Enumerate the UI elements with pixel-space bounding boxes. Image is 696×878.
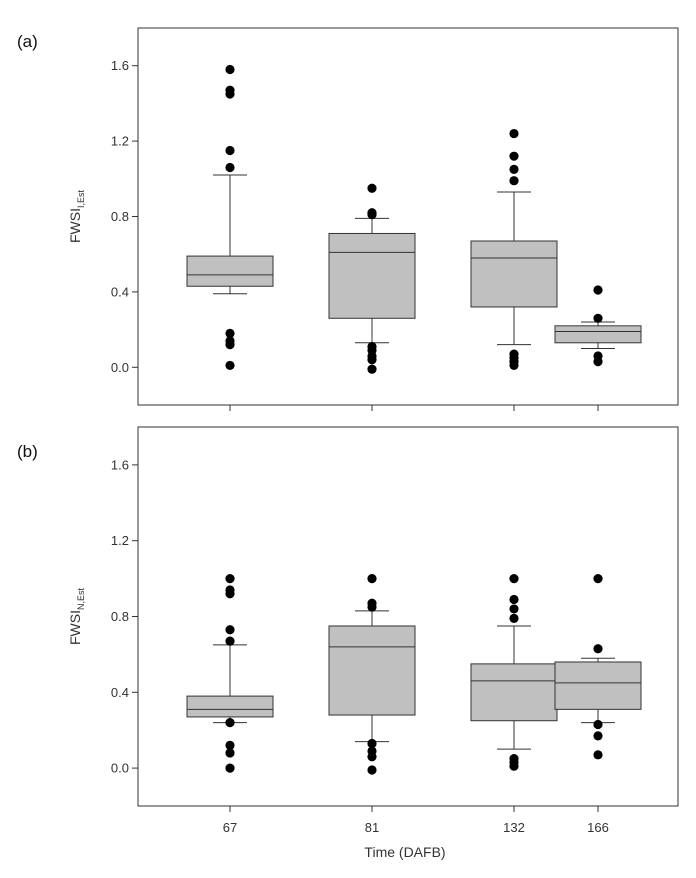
outlier-point bbox=[367, 574, 377, 584]
outlier-point bbox=[593, 644, 603, 654]
outlier-point bbox=[509, 754, 519, 764]
box-132 bbox=[470, 128, 558, 371]
y-tick-label: 0.0 bbox=[111, 761, 129, 776]
box-166 bbox=[554, 285, 642, 367]
outlier-point bbox=[225, 763, 235, 773]
outlier-point bbox=[225, 328, 235, 338]
outlier-point bbox=[225, 585, 235, 595]
outlier-point bbox=[509, 574, 519, 584]
y-axis-title-main: FWSI bbox=[67, 610, 83, 645]
box-iqr bbox=[328, 625, 416, 716]
outlier-point bbox=[593, 731, 603, 741]
y-tick-label: 1.2 bbox=[111, 533, 129, 548]
y-tick-label: 0.8 bbox=[111, 209, 129, 224]
panel-a: (a) 0.0 0.4 0.8 1.2 1.6 FWSII,Est bbox=[17, 27, 679, 411]
box-iqr bbox=[470, 240, 558, 308]
outlier-point bbox=[225, 718, 235, 728]
outlier-point bbox=[225, 145, 235, 156]
outlier-point bbox=[509, 164, 519, 174]
x-axis-title: Time (DAFB) bbox=[364, 844, 445, 860]
outlier-point bbox=[593, 285, 603, 295]
box-81 bbox=[328, 183, 416, 374]
y-tick-label: 1.6 bbox=[111, 457, 129, 472]
outlier-point bbox=[225, 574, 235, 584]
y-axis-title-subscript: N,Est bbox=[76, 588, 86, 611]
outlier-point bbox=[367, 598, 377, 608]
y-axis-title-subscript: I,Est bbox=[76, 190, 86, 209]
y-axis-title: FWSIN,Est bbox=[67, 588, 86, 646]
plot-frame bbox=[137, 426, 679, 807]
x-tick-label: 67 bbox=[223, 820, 237, 835]
outlier-point bbox=[593, 313, 603, 323]
box-81 bbox=[328, 574, 416, 775]
outlier-point bbox=[593, 750, 603, 760]
x-tick-label: 132 bbox=[503, 820, 525, 835]
outlier-point bbox=[367, 208, 377, 218]
y-axis-title-main: FWSI bbox=[67, 208, 83, 243]
y-tick-label: 1.2 bbox=[111, 134, 129, 149]
outlier-point bbox=[593, 574, 603, 584]
outlier-point bbox=[225, 336, 235, 346]
y-tick-label: 0.4 bbox=[111, 284, 129, 299]
outlier-point bbox=[593, 351, 603, 361]
outlier-point bbox=[509, 594, 519, 605]
outlier-point bbox=[225, 85, 235, 95]
outlier-point bbox=[225, 740, 235, 750]
box-iqr bbox=[186, 255, 274, 287]
box-iqr bbox=[470, 663, 558, 722]
outlier-point bbox=[367, 765, 377, 775]
outlier-point bbox=[509, 604, 519, 614]
box-166 bbox=[554, 574, 642, 760]
y-tick-label: 0.8 bbox=[111, 609, 129, 624]
y-tick-label: 1.6 bbox=[111, 58, 129, 73]
outlier-point bbox=[509, 151, 519, 161]
outlier-point bbox=[509, 613, 519, 623]
panel-label: (b) bbox=[17, 442, 38, 461]
x-tick-label: 81 bbox=[365, 820, 379, 835]
outlier-point bbox=[367, 341, 377, 352]
box-iqr bbox=[328, 232, 416, 319]
outlier-point bbox=[225, 625, 235, 635]
outlier-point bbox=[225, 162, 235, 173]
y-tick-label: 0.0 bbox=[111, 360, 129, 375]
y-tick-label: 0.4 bbox=[111, 685, 129, 700]
outlier-point bbox=[509, 176, 519, 186]
outlier-point bbox=[367, 746, 377, 756]
box-iqr bbox=[186, 695, 274, 718]
outlier-point bbox=[367, 738, 377, 749]
outlier-point bbox=[509, 128, 519, 139]
outlier-point bbox=[225, 64, 235, 75]
outlier-point bbox=[367, 364, 377, 374]
y-axis-title: FWSII,Est bbox=[67, 190, 86, 244]
outlier-point bbox=[593, 719, 603, 730]
outlier-point bbox=[225, 748, 235, 758]
panel-label: (a) bbox=[17, 32, 38, 51]
outlier-point bbox=[225, 636, 235, 646]
outlier-point bbox=[367, 183, 377, 193]
x-tick-label: 166 bbox=[587, 820, 609, 835]
box-132 bbox=[470, 574, 558, 771]
box-67 bbox=[186, 64, 274, 371]
box-67 bbox=[186, 574, 274, 773]
panel-b: (b) 0.0 0.4 0.8 1.2 1.6 FWSIN,Est 67 81 132 166 bbox=[17, 426, 679, 835]
box-iqr bbox=[554, 325, 642, 344]
outlier-point bbox=[509, 349, 519, 359]
box-iqr bbox=[554, 661, 642, 710]
outlier-point bbox=[225, 360, 235, 371]
